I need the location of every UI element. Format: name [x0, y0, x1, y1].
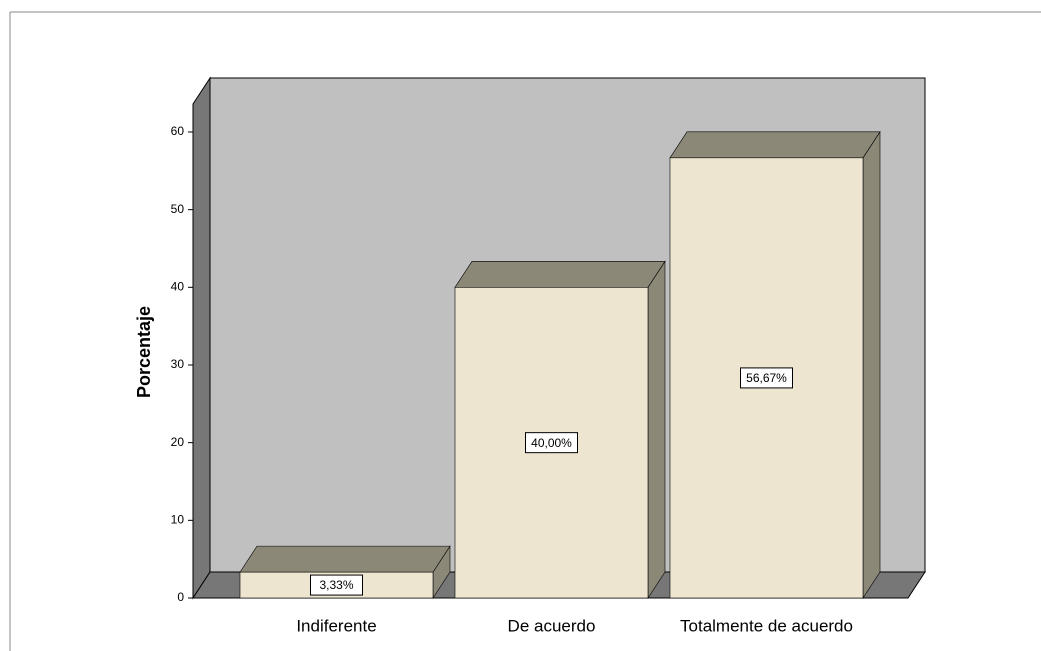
value-label-box	[525, 432, 578, 454]
value-label: 56,67%	[746, 371, 787, 385]
x-tick-label: Totalmente de acuerdo	[680, 616, 853, 635]
y-tick-label: 30	[171, 357, 185, 371]
bar-top	[669, 131, 881, 159]
x-tick-label: De acuerdo	[508, 616, 596, 635]
y-tick-label: 40	[171, 279, 185, 293]
bar-side	[862, 130, 881, 600]
value-label: 40,00%	[531, 436, 572, 450]
y-axis-label: Porcentaje	[134, 306, 154, 398]
y-tick-label: 20	[171, 435, 185, 449]
side-wall	[192, 76, 211, 600]
y-tick-label: 10	[171, 513, 185, 527]
y-tick-label: 50	[171, 202, 185, 216]
y-tick-label: 0	[177, 590, 184, 604]
x-tick-label: Indiferente	[296, 616, 376, 635]
bar-top	[454, 261, 666, 288]
value-label-box	[740, 367, 793, 389]
value-label-box	[310, 574, 363, 596]
bar-top	[239, 545, 451, 573]
bar-side	[647, 260, 666, 600]
value-label: 3,33%	[319, 578, 353, 592]
y-tick-label: 60	[171, 124, 185, 138]
